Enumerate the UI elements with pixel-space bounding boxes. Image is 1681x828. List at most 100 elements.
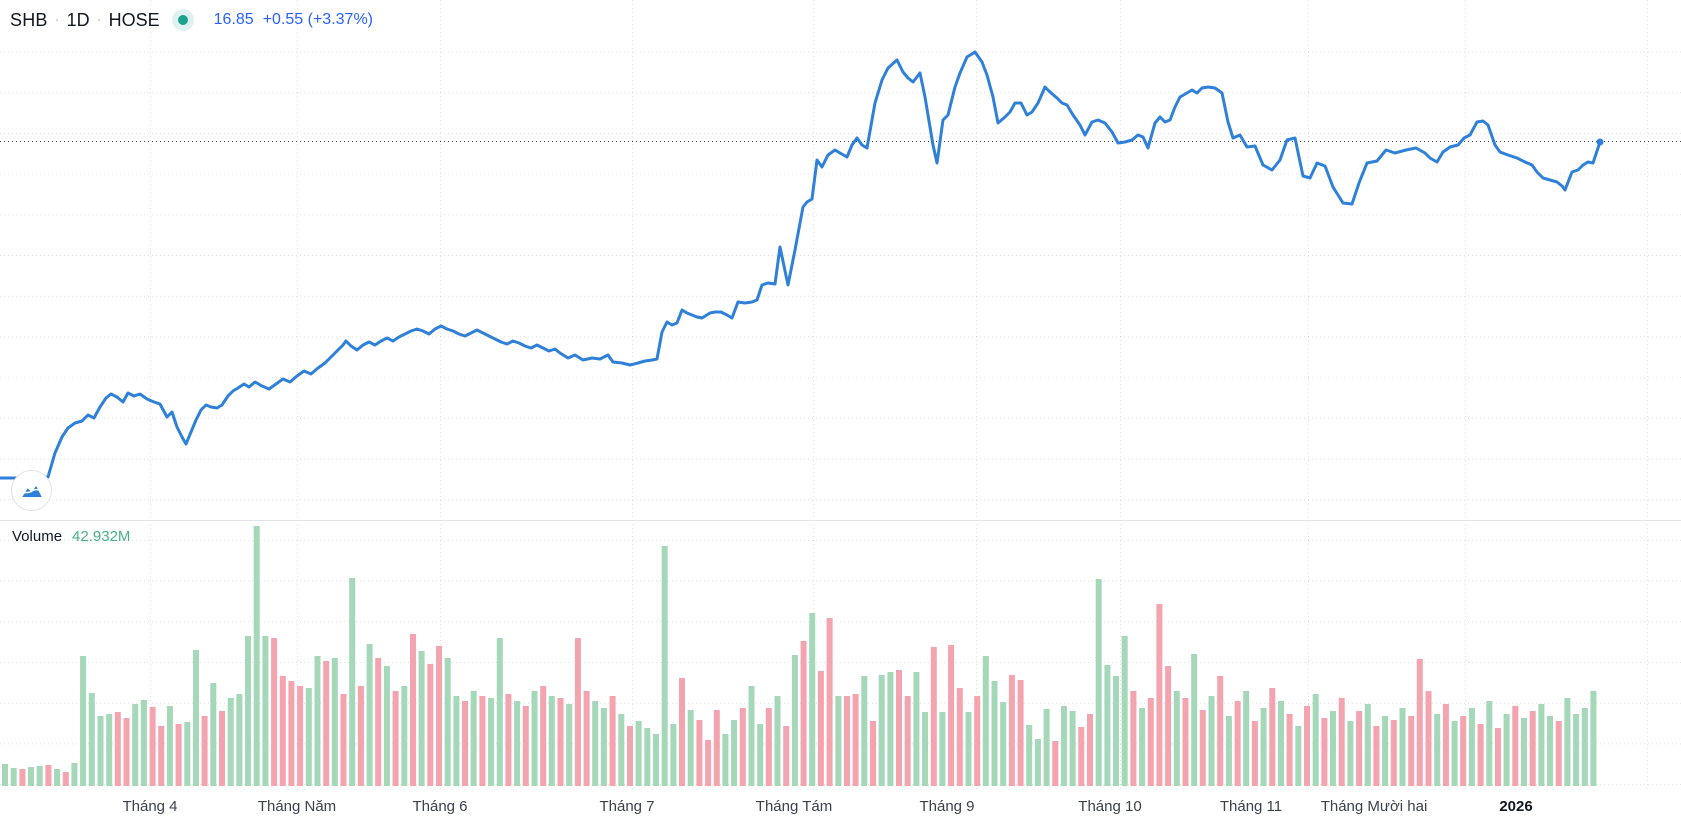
volume-bar [722, 734, 729, 786]
volume-bar [19, 769, 26, 786]
volume-bar [1321, 718, 1328, 786]
market-status-dot-icon[interactable] [177, 15, 188, 25]
time-axis-label: Tháng 11 [1219, 798, 1283, 815]
time-axis-label: Tháng Mười hai [1320, 798, 1428, 815]
volume-bar [54, 769, 61, 786]
volume-bar [1217, 676, 1224, 786]
volume-bar [1147, 698, 1154, 786]
price-change-value: +0.55 (+3.37%) [262, 11, 373, 28]
volume-bar [574, 638, 581, 786]
volume-bar [62, 772, 69, 786]
volume-bar [184, 722, 191, 786]
volume-bar [453, 696, 460, 786]
volume-bar [1442, 704, 1449, 786]
volume-bar [323, 661, 330, 786]
volume-bar [1390, 720, 1397, 786]
volume-bar [1156, 604, 1163, 786]
volume-bar [201, 716, 208, 786]
volume-bar [791, 655, 798, 786]
volume-bar [514, 701, 521, 786]
volume-bar [10, 768, 17, 786]
volume-legend[interactable]: Volume 42.932M [12, 528, 130, 545]
volume-bar [1165, 666, 1172, 786]
volume-bar [366, 644, 373, 786]
volume-bar [1364, 704, 1371, 786]
volume-bar [870, 721, 876, 786]
volume-bar [540, 686, 547, 786]
volume-bar [826, 618, 833, 786]
time-axis[interactable]: Tháng 4 Tháng Năm Tháng 6 Tháng 7 Tháng Tám T… [0, 794, 1681, 828]
volume-bar [635, 721, 642, 786]
volume-bar [401, 686, 408, 786]
volume-bar [844, 696, 850, 786]
volume-bar [522, 706, 529, 786]
symbol-legend[interactable]: SHB · 1D · HOSE 16.85 +0.55 (+3.37%) [10, 8, 373, 32]
volume-bar [887, 672, 894, 786]
volume-bar [800, 641, 807, 786]
volume-bar [488, 698, 495, 786]
volume-bar [175, 724, 182, 786]
volume-bar [1000, 702, 1007, 786]
volume-bar [1590, 691, 1597, 786]
volume-bar [1078, 727, 1085, 786]
volume-bar [1251, 721, 1258, 786]
legend-separator-dot: · [96, 11, 102, 28]
volume-bar [496, 638, 503, 786]
volume-bar [479, 696, 486, 786]
volume-bar [1399, 708, 1406, 786]
volume-bar [314, 656, 321, 786]
volume-bar [1043, 709, 1050, 786]
volume-bar [748, 686, 755, 786]
volume-bar [679, 678, 685, 786]
volume-bar [1477, 724, 1484, 786]
volume-bar [592, 701, 599, 786]
volume-bar [1356, 711, 1363, 786]
volume-label[interactable]: Volume [12, 528, 63, 545]
volume-bar [1295, 726, 1302, 786]
volume-bar [279, 676, 286, 786]
volume-bar [80, 656, 87, 786]
symbol-name[interactable]: SHB [10, 10, 48, 30]
volume-bar [904, 696, 911, 786]
time-axis-label: 2026 [1499, 798, 1533, 815]
volume-bar [948, 645, 955, 786]
volume-bar [444, 658, 451, 786]
volume-bar [1581, 708, 1588, 786]
volume-bar [436, 646, 442, 786]
volume-bar [357, 686, 364, 786]
volume-bar [1208, 696, 1215, 786]
volume-bar [2, 764, 8, 786]
volume-bar [1182, 698, 1189, 786]
volume-bar [1260, 708, 1267, 786]
volume-bar [557, 698, 564, 786]
volume-bar [1139, 708, 1146, 786]
volume-bar [809, 613, 816, 786]
volume-bar [1269, 688, 1276, 786]
volume-bar [505, 694, 512, 786]
volume-bar [878, 675, 885, 786]
volume-bar [1173, 691, 1180, 786]
volume-bar [45, 765, 52, 786]
volume-bar [1052, 741, 1059, 786]
volume-bar [1538, 704, 1545, 786]
price-line-path [0, 50, 1602, 481]
volume-bar [627, 726, 633, 786]
time-axis-label: Tháng 4 [122, 798, 178, 815]
volume-bar [1408, 716, 1415, 786]
volume-bar [349, 578, 356, 786]
volume-bar [896, 670, 902, 786]
volume-bar [653, 734, 659, 786]
volume-bar [1416, 659, 1423, 786]
volume-bar [739, 708, 746, 786]
volume-bar [1286, 714, 1293, 786]
chart-logo-badge[interactable] [11, 470, 52, 511]
volume-bar [1026, 725, 1033, 786]
volume-bar [1468, 708, 1475, 786]
volume-bar [783, 726, 790, 786]
volume-bar [852, 694, 859, 786]
interval-label[interactable]: 1D [66, 10, 90, 30]
exchange-label[interactable]: HOSE [108, 10, 160, 30]
volume-bar [106, 714, 113, 786]
volume-bar [1425, 691, 1432, 786]
